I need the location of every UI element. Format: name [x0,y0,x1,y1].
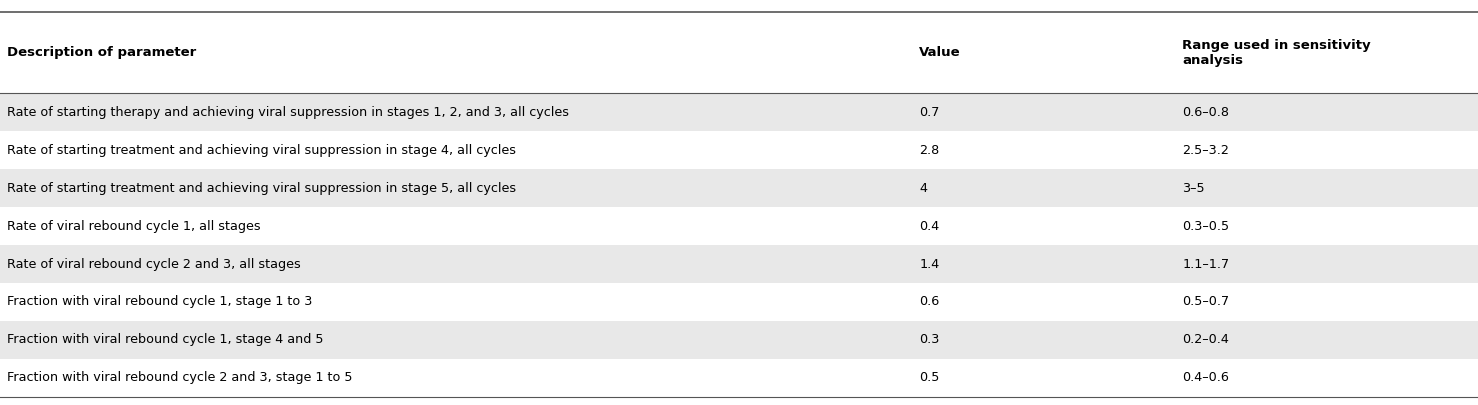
Text: Rate of viral rebound cycle 2 and 3, all stages: Rate of viral rebound cycle 2 and 3, all… [7,258,302,271]
Bar [0,169,1478,207]
Text: 3–5: 3–5 [1182,181,1205,194]
Text: 2.8: 2.8 [919,144,940,157]
Text: 0.5–0.7: 0.5–0.7 [1182,296,1230,309]
Text: Fraction with viral rebound cycle 1, stage 1 to 3: Fraction with viral rebound cycle 1, sta… [7,296,313,309]
Text: 4: 4 [919,181,927,194]
Text: Range used in sensitivity
analysis: Range used in sensitivity analysis [1182,38,1372,67]
Bar [0,93,1478,131]
Text: 1.4: 1.4 [919,258,940,271]
Text: 0.2–0.4: 0.2–0.4 [1182,333,1230,346]
Text: 1.1–1.7: 1.1–1.7 [1182,258,1230,271]
Text: Value: Value [919,46,961,59]
Text: 0.3–0.5: 0.3–0.5 [1182,220,1230,232]
Bar [0,245,1478,283]
Text: Rate of starting treatment and achieving viral suppression in stage 5, all cycle: Rate of starting treatment and achieving… [7,181,516,194]
Text: Rate of starting treatment and achieving viral suppression in stage 4, all cycle: Rate of starting treatment and achieving… [7,144,516,157]
Text: 0.6–0.8: 0.6–0.8 [1182,106,1230,119]
Text: Rate of viral rebound cycle 1, all stages: Rate of viral rebound cycle 1, all stage… [7,220,262,232]
Text: Rate of starting therapy and achieving viral suppression in stages 1, 2, and 3, : Rate of starting therapy and achieving v… [7,106,569,119]
Text: Fraction with viral rebound cycle 2 and 3, stage 1 to 5: Fraction with viral rebound cycle 2 and … [7,371,353,384]
Text: 2.5–3.2: 2.5–3.2 [1182,144,1230,157]
Text: 0.6: 0.6 [919,296,940,309]
Bar [0,321,1478,359]
Text: Description of parameter: Description of parameter [7,46,197,59]
Text: 0.7: 0.7 [919,106,940,119]
Text: 0.4–0.6: 0.4–0.6 [1182,371,1230,384]
Text: 0.3: 0.3 [919,333,940,346]
Text: 0.4: 0.4 [919,220,940,232]
Text: Fraction with viral rebound cycle 1, stage 4 and 5: Fraction with viral rebound cycle 1, sta… [7,333,324,346]
Text: 0.5: 0.5 [919,371,940,384]
